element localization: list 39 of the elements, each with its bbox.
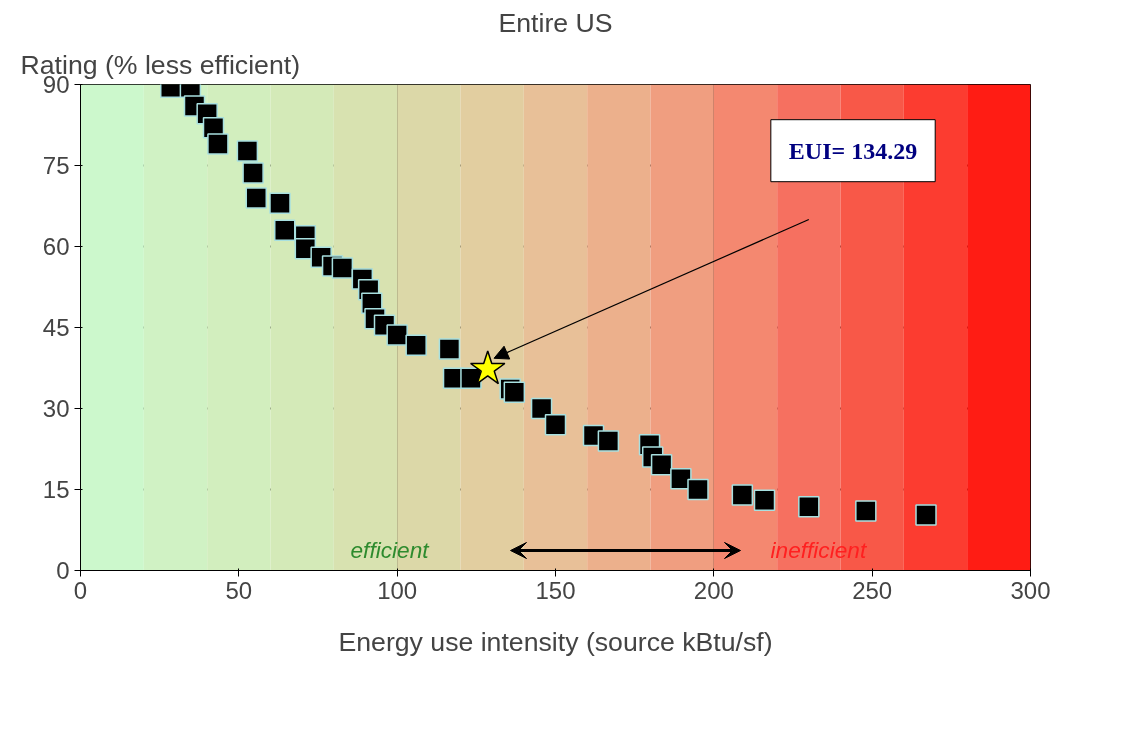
y-tick-label: 60 <box>42 233 70 260</box>
point <box>274 219 296 242</box>
point <box>236 140 259 162</box>
point <box>438 338 461 360</box>
point <box>753 489 776 512</box>
point <box>245 187 267 209</box>
annotation: inefficient <box>770 536 868 563</box>
x-tick-label: 300 <box>1010 576 1051 604</box>
point <box>687 478 709 501</box>
point <box>731 484 754 506</box>
point <box>855 500 877 522</box>
x-tick-label: 250 <box>852 576 893 604</box>
y-tick-label: 15 <box>42 476 70 503</box>
point <box>331 257 354 279</box>
point <box>207 133 229 155</box>
point <box>405 334 427 357</box>
y-tick-label: 45 <box>42 314 70 341</box>
point <box>242 162 264 184</box>
x-tick-label: 100 <box>377 576 418 604</box>
point <box>798 496 820 518</box>
chart-title: Entire US <box>498 7 613 38</box>
point <box>915 504 937 526</box>
y-tick-label: 0 <box>56 557 70 584</box>
point <box>386 324 408 346</box>
x-tick-label: 150 <box>535 576 576 604</box>
x-tick-label: 200 <box>693 576 734 604</box>
y-tick-label: 75 <box>42 152 70 179</box>
x-tick-label: 0 <box>73 576 88 604</box>
point <box>269 192 291 215</box>
point <box>544 413 567 436</box>
x-axis-title: Energy use intensity (source kBtu/sf) <box>338 626 773 657</box>
point <box>503 381 526 404</box>
annotation: EUI= 134.29 <box>788 137 918 164</box>
x-tick-label: 50 <box>225 576 253 604</box>
point <box>650 453 673 476</box>
point <box>469 350 506 385</box>
point <box>597 430 620 452</box>
y-tick-label: 30 <box>42 395 70 422</box>
annotation: efficient <box>350 536 431 563</box>
